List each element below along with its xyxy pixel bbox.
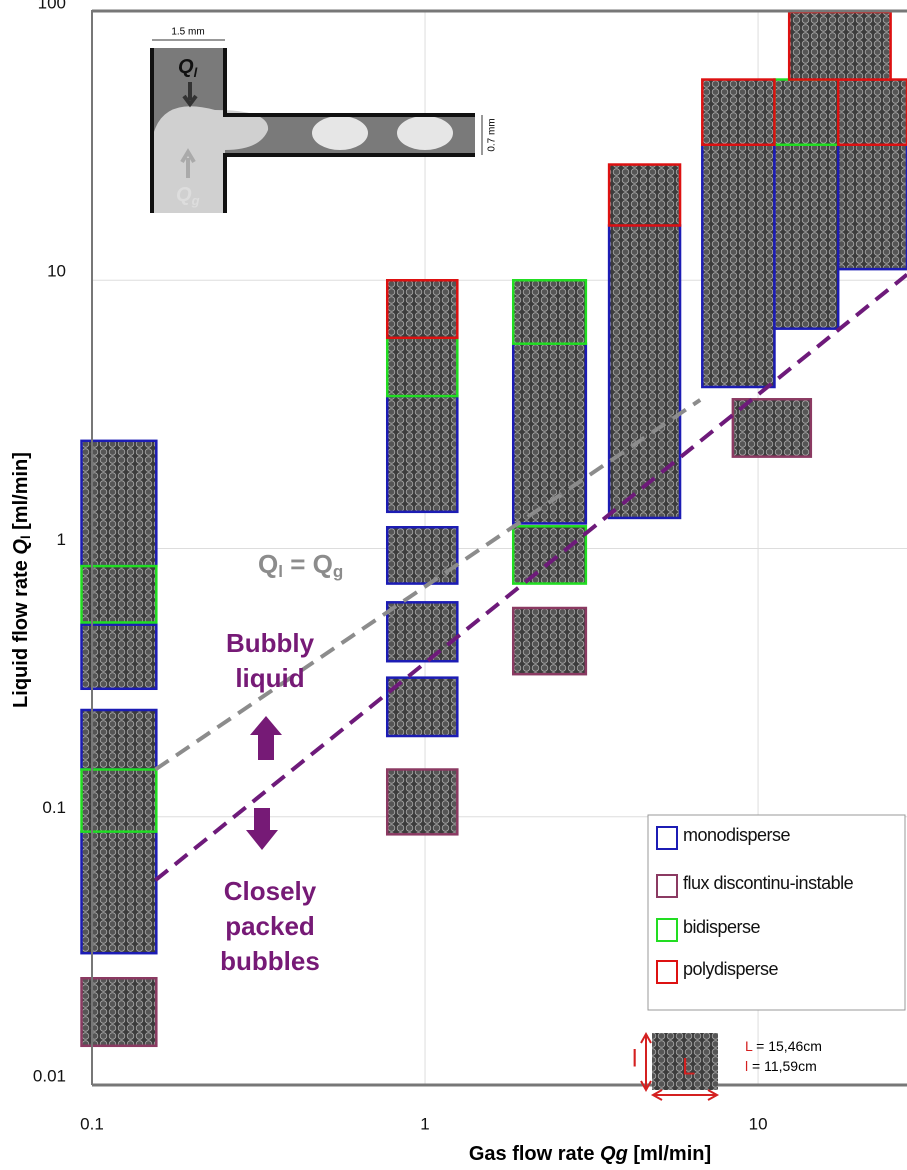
y-tick-label: 0.1 <box>42 798 66 817</box>
arrow-up <box>250 716 282 760</box>
tile <box>80 708 158 771</box>
tile <box>80 768 158 833</box>
tile <box>80 623 158 691</box>
tile <box>511 342 588 525</box>
legend-label: monodisperse <box>683 825 791 845</box>
scale-short: l <box>632 1045 637 1072</box>
tile <box>80 977 158 1048</box>
tile <box>511 525 588 585</box>
arrow-down <box>246 808 278 850</box>
scale-sample: l L L = 15,46cm l = 11,59cm <box>632 1031 822 1101</box>
region-label: bubbles <box>220 946 320 976</box>
tile <box>385 526 459 585</box>
tile <box>385 279 459 340</box>
scale-text: L = 15,46cm <box>745 1038 822 1054</box>
x-tick-label: 10 <box>749 1114 768 1133</box>
inset-diagram: 1.5 mm 0.7 mm Ql Qg <box>150 27 498 213</box>
legend-swatch <box>656 918 678 942</box>
tile <box>836 143 907 271</box>
tile <box>701 143 776 389</box>
tile <box>607 224 682 520</box>
region-label: packed <box>225 911 315 941</box>
tile <box>511 606 588 676</box>
legend: monodisperse flux discontinu-instable bidi… <box>647 814 906 1011</box>
tile <box>385 676 459 738</box>
tile <box>773 78 840 146</box>
tile <box>773 143 840 330</box>
legend-label: bidisperse <box>683 917 761 937</box>
region-label: Bubbly <box>226 628 315 658</box>
region-label: Closely <box>224 876 317 906</box>
dashed-line <box>154 398 702 772</box>
legend-swatch <box>656 826 678 850</box>
tile <box>80 439 158 568</box>
x-tick-label: 1 <box>420 1114 429 1133</box>
x-tick-label: 0.1 <box>80 1114 104 1133</box>
y-tick-label: 100 <box>38 0 66 12</box>
legend-swatch <box>656 874 678 898</box>
dashed-line <box>154 273 907 882</box>
y-axis-title: Liquid flow rate Ql [ml/min] <box>10 452 33 708</box>
x-axis-title: Gas flow rate Qg [ml/min] <box>469 1143 711 1165</box>
tile <box>701 78 776 146</box>
y-tick-label: 10 <box>47 262 66 281</box>
inset-height: 0.7 mm <box>487 118 498 151</box>
legend-label: polydisperse <box>683 959 779 979</box>
inset-liquid: Ql <box>178 56 198 80</box>
legend-label: flux discontinu-instable <box>683 873 854 893</box>
scale-long: L <box>682 1053 695 1080</box>
tile <box>607 163 682 227</box>
scale-text: l = 11,59cm <box>745 1058 817 1074</box>
tile <box>511 279 588 345</box>
tile <box>80 564 158 624</box>
tile <box>385 394 459 514</box>
tile <box>385 336 459 398</box>
tile <box>385 601 459 663</box>
legend-swatch <box>656 960 678 984</box>
y-tick-label: 0.01 <box>33 1066 66 1085</box>
tile <box>385 768 459 836</box>
inset-width: 1.5 mm <box>171 27 204 38</box>
tile <box>836 78 907 146</box>
inset-gas: Qg <box>176 184 200 208</box>
region-label: liquid <box>235 663 304 693</box>
equality-label: Ql = Qg <box>258 549 343 582</box>
y-tick-label: 1 <box>57 530 66 549</box>
tile <box>731 398 813 458</box>
tile <box>787 10 892 81</box>
